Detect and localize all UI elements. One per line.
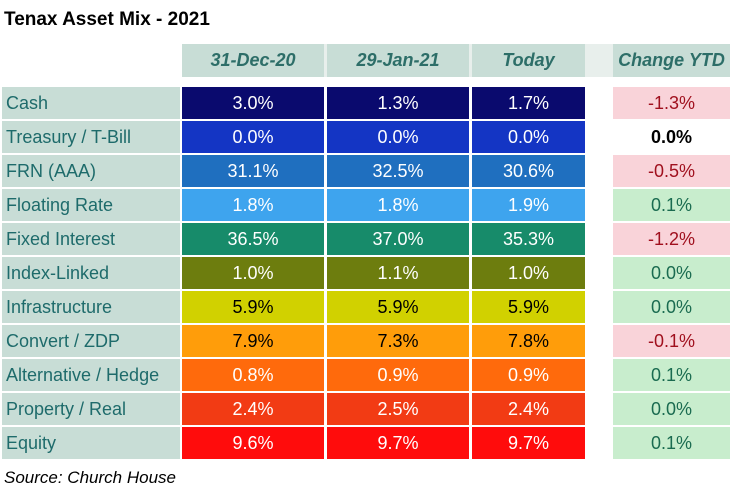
value-cell: 1.7% <box>472 87 585 119</box>
value-cell: 2.5% <box>327 393 469 425</box>
row-label: Treasury / T-Bill <box>2 121 180 153</box>
value-cell: 5.9% <box>182 291 324 323</box>
change-cell: 0.1% <box>613 189 730 221</box>
column-header: Change YTD <box>613 44 730 77</box>
value-cell: 30.6% <box>472 155 585 187</box>
change-cell: -1.2% <box>613 223 730 255</box>
value-cell: 9.7% <box>327 427 469 459</box>
source-note: Source: Church House <box>4 468 176 487</box>
value-cell: 0.0% <box>182 121 324 153</box>
value-cell: 9.6% <box>182 427 324 459</box>
value-cell: 2.4% <box>472 393 585 425</box>
value-cell: 7.3% <box>327 325 469 357</box>
row-label: Cash <box>2 87 180 119</box>
value-cell: 1.0% <box>182 257 324 289</box>
change-cell: 0.0% <box>613 393 730 425</box>
column-separator <box>585 44 613 77</box>
value-cell: 5.9% <box>472 291 585 323</box>
column-separator <box>324 87 327 461</box>
row-label: Property / Real <box>2 393 180 425</box>
value-cell: 32.5% <box>327 155 469 187</box>
value-cell: 7.8% <box>472 325 585 357</box>
change-cell: 0.1% <box>613 359 730 391</box>
column-separator <box>469 44 472 77</box>
value-cell: 5.9% <box>327 291 469 323</box>
value-cell: 1.9% <box>472 189 585 221</box>
row-label: Alternative / Hedge <box>2 359 180 391</box>
value-cell: 1.0% <box>472 257 585 289</box>
value-cell: 0.0% <box>472 121 585 153</box>
row-label: FRN (AAA) <box>2 155 180 187</box>
column-separator <box>469 87 472 461</box>
value-cell: 0.8% <box>182 359 324 391</box>
value-cell: 1.1% <box>327 257 469 289</box>
value-cell: 1.8% <box>182 189 324 221</box>
row-label: Equity <box>2 427 180 459</box>
value-cell: 1.3% <box>327 87 469 119</box>
value-cell: 2.4% <box>182 393 324 425</box>
row-label: Index-Linked <box>2 257 180 289</box>
value-cell: 31.1% <box>182 155 324 187</box>
change-cell: -0.5% <box>613 155 730 187</box>
change-cell: -0.1% <box>613 325 730 357</box>
value-cell: 0.0% <box>327 121 469 153</box>
row-label: Fixed Interest <box>2 223 180 255</box>
column-header: 31-Dec-20 <box>182 44 324 77</box>
change-cell: 0.0% <box>613 121 730 153</box>
change-cell: -1.3% <box>613 87 730 119</box>
column-header: Today <box>472 44 585 77</box>
column-separator <box>324 44 327 77</box>
change-cell: 0.0% <box>613 291 730 323</box>
row-label: Convert / ZDP <box>2 325 180 357</box>
row-label: Infrastructure <box>2 291 180 323</box>
value-cell: 9.7% <box>472 427 585 459</box>
table-title: Tenax Asset Mix - 2021 <box>4 9 210 30</box>
value-cell: 0.9% <box>327 359 469 391</box>
value-cell: 36.5% <box>182 223 324 255</box>
value-cell: 7.9% <box>182 325 324 357</box>
value-cell: 37.0% <box>327 223 469 255</box>
column-header: 29-Jan-21 <box>327 44 469 77</box>
value-cell: 1.8% <box>327 189 469 221</box>
value-cell: 0.9% <box>472 359 585 391</box>
column-separator <box>585 87 613 461</box>
header-blank <box>2 44 180 77</box>
value-cell: 35.3% <box>472 223 585 255</box>
value-cell: 3.0% <box>182 87 324 119</box>
change-cell: 0.1% <box>613 427 730 459</box>
row-label: Floating Rate <box>2 189 180 221</box>
change-cell: 0.0% <box>613 257 730 289</box>
